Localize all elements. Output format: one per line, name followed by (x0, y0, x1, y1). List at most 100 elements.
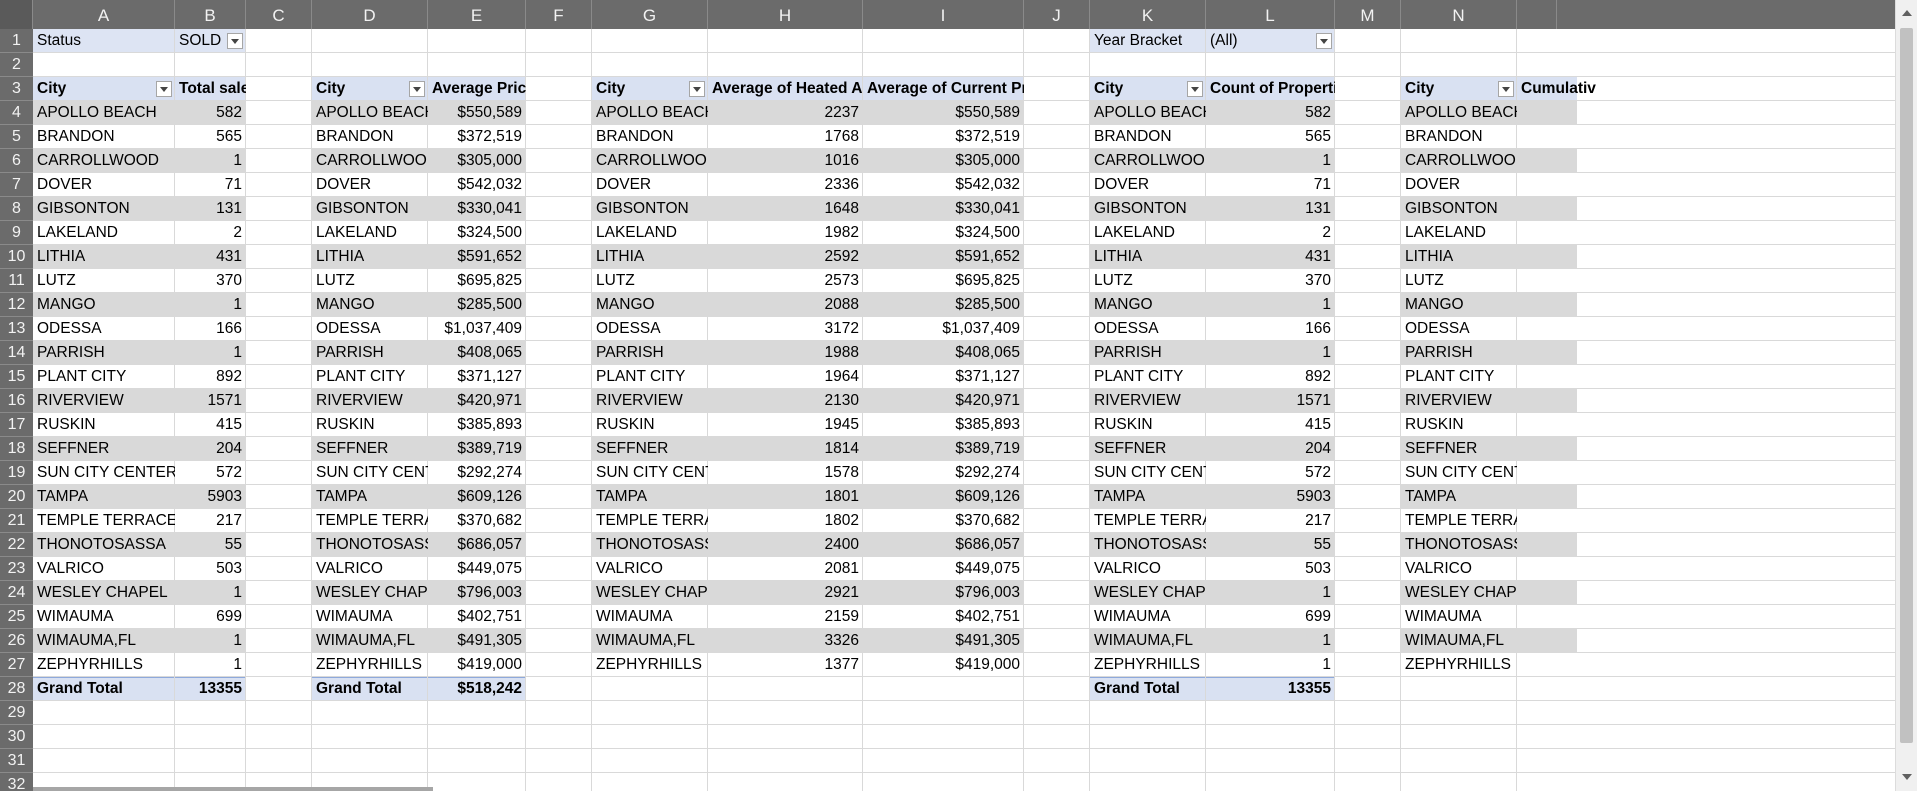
row-header-28[interactable]: 28 (0, 677, 33, 701)
total-sales-cell[interactable]: 1 (233, 152, 242, 169)
row-header-22[interactable]: 22 (0, 533, 33, 557)
city-cell[interactable]: MANGO (596, 296, 655, 313)
city-cell[interactable]: LITHIA (37, 248, 86, 265)
current-price-cell[interactable]: $408,065 (955, 344, 1020, 361)
row-header-23[interactable]: 23 (0, 557, 33, 581)
city-cell[interactable]: DOVER (596, 176, 652, 193)
row-header-11[interactable]: 11 (0, 269, 33, 293)
count-properties-cell[interactable]: 131 (1305, 200, 1331, 217)
current-price-cell[interactable]: $420,971 (955, 392, 1020, 409)
city-cell[interactable]: THONOTOSASSA (37, 536, 166, 553)
city-filter-dropdown-icon[interactable] (156, 81, 172, 97)
total-sales-cell[interactable]: 166 (216, 320, 242, 337)
city-cell[interactable]: WIMAUMA (1094, 608, 1171, 625)
city-cell[interactable]: PARRISH (316, 344, 384, 361)
column-header-b[interactable]: B (175, 0, 246, 29)
city-cell[interactable]: ODESSA (316, 320, 381, 337)
city-cell[interactable]: GIBSONTON (596, 200, 689, 217)
pivot-header-average-prices[interactable]: Average Prices (432, 80, 526, 97)
count-properties-cell[interactable]: 1 (1322, 296, 1331, 313)
city-cell[interactable]: LITHIA (1094, 248, 1143, 265)
city-cell[interactable]: WESLEY CHAPEL (316, 584, 428, 601)
count-properties-cell[interactable]: 565 (1305, 128, 1331, 145)
city-cell[interactable]: PLANT CITY (37, 368, 127, 385)
count-properties-cell[interactable]: 2 (1322, 224, 1331, 241)
total-sales-cell[interactable]: 565 (216, 128, 242, 145)
current-price-cell[interactable]: $491,305 (955, 632, 1020, 649)
column-header-m[interactable]: M (1335, 0, 1401, 29)
pivot-header-city[interactable]: City (316, 80, 346, 97)
average-price-cell[interactable]: $389,719 (457, 440, 522, 457)
city-cell[interactable]: WIMAUMA (1405, 608, 1482, 625)
average-price-cell[interactable]: $385,893 (457, 416, 522, 433)
row-header-2[interactable]: 2 (0, 53, 33, 77)
city-cell[interactable]: SEFFNER (1405, 440, 1478, 457)
city-filter-dropdown-icon[interactable] (1187, 81, 1203, 97)
heated-area-cell[interactable]: 2130 (824, 392, 859, 409)
row-header-21[interactable]: 21 (0, 509, 33, 533)
city-cell[interactable]: BRANDON (596, 128, 674, 145)
total-sales-cell[interactable]: 1 (233, 584, 242, 601)
column-header-c[interactable]: C (246, 0, 312, 29)
current-price-cell[interactable]: $324,500 (955, 224, 1020, 241)
city-cell[interactable]: DOVER (1094, 176, 1150, 193)
pivot-header-cumulative[interactable]: Cumulativ (1521, 80, 1596, 97)
count-properties-cell[interactable]: 431 (1305, 248, 1331, 265)
heated-area-cell[interactable]: 1982 (824, 224, 859, 241)
city-cell[interactable]: RIVERVIEW (1405, 392, 1492, 409)
status-filter-dropdown-icon[interactable] (227, 33, 243, 49)
current-price-cell[interactable]: $385,893 (955, 416, 1020, 433)
current-price-cell[interactable]: $371,127 (955, 368, 1020, 385)
current-price-cell[interactable]: $402,751 (955, 608, 1020, 625)
count-properties-cell[interactable]: 503 (1305, 560, 1331, 577)
city-cell[interactable]: ZEPHYRHILLS (37, 656, 143, 673)
city-cell[interactable]: RIVERVIEW (596, 392, 683, 409)
row-header-9[interactable]: 9 (0, 221, 33, 245)
count-properties-cell[interactable]: 5903 (1296, 488, 1331, 505)
average-price-cell[interactable]: $402,751 (457, 608, 522, 625)
total-sales-cell[interactable]: 1 (233, 296, 242, 313)
city-cell[interactable]: SUN CITY CENTER (316, 464, 428, 481)
city-cell[interactable]: LITHIA (596, 248, 645, 265)
pivot-header-city[interactable]: City (596, 80, 626, 97)
city-cell[interactable]: LAKELAND (1405, 224, 1486, 241)
count-properties-cell[interactable]: 582 (1305, 104, 1331, 121)
row-header-16[interactable]: 16 (0, 389, 33, 413)
city-cell[interactable]: CARROLLWOOD (1094, 152, 1206, 169)
city-cell[interactable]: LUTZ (1094, 272, 1133, 289)
pivot-header-count-properties[interactable]: Count of Properties (1210, 80, 1335, 97)
heated-area-cell[interactable]: 1814 (824, 440, 859, 457)
grand-total-label[interactable]: Grand Total (37, 680, 123, 697)
city-cell[interactable]: WESLEY CHAPEL (1094, 584, 1206, 601)
total-sales-cell[interactable]: 204 (216, 440, 242, 457)
average-price-cell[interactable]: $372,519 (457, 128, 522, 145)
city-cell[interactable]: SUN CITY CENTER (37, 464, 175, 481)
grand-total-value[interactable]: 13355 (1287, 680, 1331, 697)
city-cell[interactable]: GIBSONTON (37, 200, 130, 217)
city-cell[interactable]: WIMAUMA (37, 608, 114, 625)
city-cell[interactable]: CARROLLWOOD (37, 152, 160, 169)
total-sales-cell[interactable]: 503 (216, 560, 242, 577)
count-properties-cell[interactable]: 1 (1322, 632, 1331, 649)
current-price-cell[interactable]: $285,500 (955, 296, 1020, 313)
city-filter-dropdown-icon[interactable] (689, 81, 705, 97)
column-header-n[interactable]: N (1401, 0, 1517, 29)
city-cell[interactable]: PLANT CITY (316, 368, 406, 385)
city-cell[interactable]: RUSKIN (37, 416, 96, 433)
count-properties-cell[interactable]: 1 (1322, 584, 1331, 601)
average-price-cell[interactable]: $419,000 (457, 656, 522, 673)
city-cell[interactable]: BRANDON (316, 128, 394, 145)
city-cell[interactable]: PARRISH (37, 344, 105, 361)
count-properties-cell[interactable]: 1 (1322, 344, 1331, 361)
row-header-8[interactable]: 8 (0, 197, 33, 221)
city-cell[interactable]: LAKELAND (596, 224, 677, 241)
total-sales-cell[interactable]: 699 (216, 608, 242, 625)
pivot-header-city[interactable]: City (37, 80, 67, 97)
row-header-18[interactable]: 18 (0, 437, 33, 461)
heated-area-cell[interactable]: 1945 (824, 416, 859, 433)
city-cell[interactable]: RIVERVIEW (1094, 392, 1181, 409)
grand-total-value[interactable]: $518,242 (457, 680, 522, 697)
city-cell[interactable]: CARROLLWOOD (596, 152, 708, 169)
total-sales-cell[interactable]: 131 (216, 200, 242, 217)
average-price-cell[interactable]: $370,682 (457, 512, 522, 529)
